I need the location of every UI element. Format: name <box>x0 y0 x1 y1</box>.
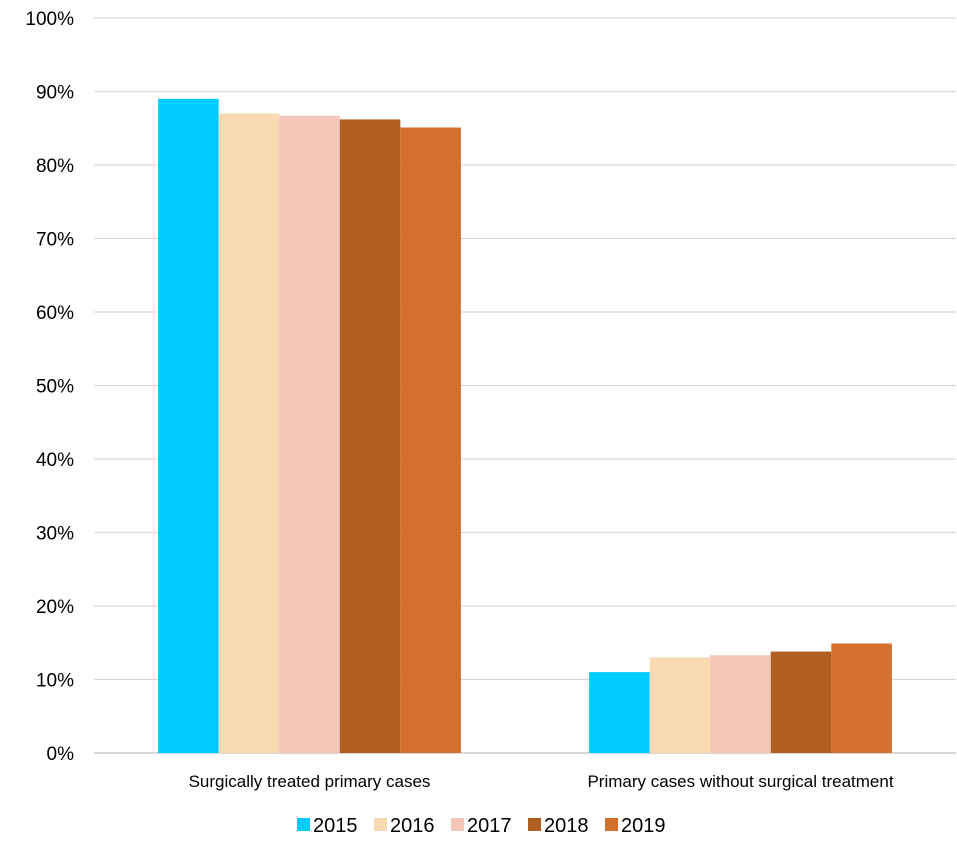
y-tick-label: 70% <box>36 230 74 251</box>
legend-swatch-2017 <box>451 818 464 831</box>
legend-label: 2015 <box>313 815 358 837</box>
bar-2018-2 <box>770 651 832 753</box>
y-tick-label: 0% <box>47 744 75 765</box>
y-axis-ticks: 0% 10% 20% 30% 40% 50% 60% 70% 80% 90% 100% <box>25 9 74 765</box>
y-tick-label: 60% <box>36 303 74 324</box>
bar-2019-2 <box>831 643 892 753</box>
bar-2019-1 <box>400 127 461 753</box>
category-label: Primary cases without surgical treatment <box>587 772 893 791</box>
y-tick-label: 100% <box>25 9 74 30</box>
y-tick-label: 90% <box>36 83 74 104</box>
legend-swatch-2016 <box>374 818 387 831</box>
bar-2018-1 <box>339 119 401 754</box>
y-tick-label: 30% <box>36 524 74 545</box>
y-tick-label: 20% <box>36 597 74 618</box>
legend-label: 2019 <box>621 815 666 837</box>
legend-label: 2016 <box>390 815 435 837</box>
bar-2015-2 <box>589 672 650 753</box>
bars <box>158 98 892 754</box>
legend-swatch-2018 <box>528 818 541 831</box>
legend-label: 2017 <box>467 815 512 837</box>
y-tick-label: 10% <box>36 671 74 692</box>
y-tick-label: 50% <box>36 377 74 398</box>
y-tick-label: 80% <box>36 156 74 177</box>
legend-swatch-2019 <box>605 818 618 831</box>
bar-2016-1 <box>218 113 280 754</box>
bar-2017-1 <box>279 115 340 753</box>
y-tick-label: 40% <box>36 450 74 471</box>
x-axis: Surgically treated primary cases Primary … <box>189 772 894 791</box>
bar-2015-1 <box>158 98 219 754</box>
legend: 2015 2016 2017 2018 2019 <box>297 815 666 837</box>
bar-2016-2 <box>649 657 711 753</box>
legend-label: 2018 <box>544 815 589 837</box>
bar-2017-2 <box>710 655 771 753</box>
category-label: Surgically treated primary cases <box>189 772 431 791</box>
legend-swatch-2015 <box>297 818 310 831</box>
